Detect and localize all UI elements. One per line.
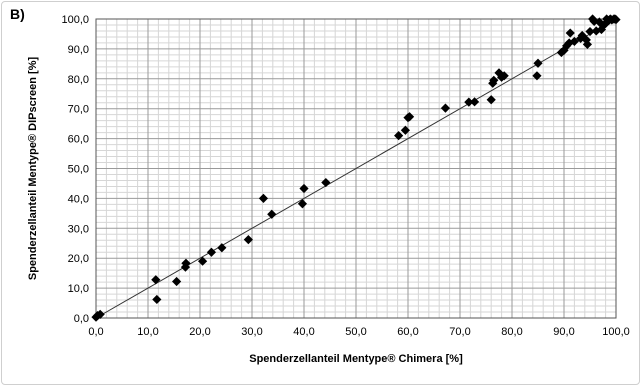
data-point [611,14,621,25]
data-point [489,75,499,85]
data-point [151,275,161,285]
y-tick-label: 90,0 [68,44,89,56]
y-axis-label: Spenderzellanteil Mentype® DIPscreen [%] [27,57,39,281]
data-point [404,112,415,122]
x-axis-ticks: 0,0 10,0 20,0 30,0 40,0 50,0 60,0 70,0 80,0 90,0 1… [88,326,629,338]
data-point [594,17,604,27]
data-point [243,235,253,245]
data-point [596,24,607,35]
y-axis-ticks: 0,0 10,0 20,0 30,0 40,0 50,0 60,0 70,0 80,0 90,0 1… [61,14,89,325]
x-tick-label: 20,0 [189,326,210,338]
data-point [258,193,269,203]
data-point [464,97,474,107]
data-point [440,103,451,113]
x-tick-label: 10,0 [137,326,158,338]
data-point [499,71,509,81]
data-point [217,243,227,253]
x-tick-label: 100,0 [602,326,630,338]
y-tick-label: 40,0 [68,193,89,205]
data-point [321,177,331,188]
data-points [91,14,621,322]
y-tick-label: 10,0 [68,283,89,295]
data-point [562,41,572,51]
y-tick-label: 60,0 [68,134,89,146]
x-tick-label: 60,0 [397,326,418,338]
data-point [198,256,208,266]
data-point [267,209,277,219]
x-tick-label: 30,0 [241,326,262,338]
y-tick-label: 80,0 [68,74,89,86]
data-point [532,71,542,81]
data-point [299,183,309,194]
x-tick-label: 70,0 [449,326,470,338]
data-point [581,35,591,45]
data-point [569,36,579,47]
data-point [582,39,592,50]
data-point [152,294,162,305]
data-point [565,28,575,38]
data-point [297,199,308,209]
data-point [486,95,496,105]
data-point [601,18,611,29]
x-tick-label: 80,0 [501,326,522,338]
y-tick-label: 30,0 [68,223,89,235]
x-axis-label: Spenderzellanteil Mentype® Chimera [%] [249,353,463,365]
x-tick-label: 50,0 [345,326,366,338]
data-point [559,45,569,55]
y-tick-label: 50,0 [68,164,89,176]
panel-label: B) [10,6,25,22]
data-point [95,309,105,320]
data-point [469,97,480,107]
data-point [181,258,191,268]
y-tick-label: 0,0 [74,313,89,325]
data-point [585,26,595,37]
y-tick-label: 100,0 [61,14,89,26]
plot-area [95,18,617,319]
x-tick-label: 40,0 [293,326,314,338]
data-point [591,26,601,36]
data-point [394,131,404,141]
x-tick-label: 0,0 [88,326,103,338]
data-point [533,58,543,68]
y-tick-label: 20,0 [68,253,89,265]
data-point [589,16,599,26]
data-point [172,276,182,287]
data-point [400,125,410,135]
x-tick-label: 90,0 [553,326,574,338]
y-tick-label: 70,0 [68,104,89,116]
data-point [206,247,217,257]
